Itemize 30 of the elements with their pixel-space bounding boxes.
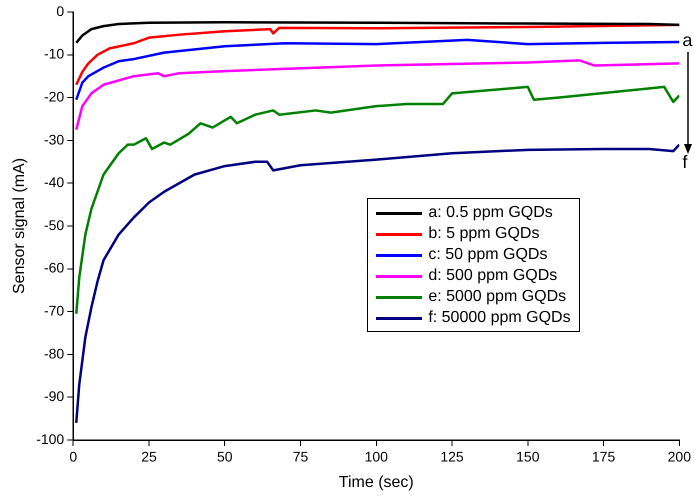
x-axis-title: Time (sec)	[338, 474, 414, 491]
legend-label: a: 0.5 ppm GQDs	[428, 204, 553, 222]
x-tick-label: 75	[292, 448, 309, 464]
y-tick-label: -20	[44, 88, 64, 104]
x-tick-label: 25	[141, 448, 157, 464]
y-axis-title: Sensor signal (mA)	[11, 158, 28, 294]
y-tick-label: -10	[44, 46, 64, 62]
y-tick-label: -70	[44, 302, 64, 318]
legend-label: c: 50 ppm GQDs	[428, 246, 548, 264]
x-tick-label: 150	[516, 448, 540, 464]
legend-label: b: 5 ppm GQDs	[428, 225, 540, 244]
text: f	[682, 152, 688, 173]
text: a	[682, 30, 692, 51]
legend-label: e: 5000 ppm GQDs	[428, 288, 566, 306]
y-tick-label: -100	[36, 430, 64, 447]
y-tick-label: -40	[44, 174, 64, 190]
y-tick-label: -60	[44, 260, 64, 276]
x-tick-label: 200	[668, 448, 692, 464]
x-tick-label: 175	[592, 448, 616, 464]
legend-label: f: 50000 ppm GQDs	[428, 309, 571, 328]
y-tick-label: -30	[44, 131, 64, 148]
legend-label: d: 500 ppm GQDs	[428, 267, 558, 286]
x-tick-label: 125	[440, 448, 464, 464]
x-tick-label: 50	[216, 448, 233, 464]
x-tick-label: 100	[364, 448, 388, 464]
y-tick-label: -90	[44, 388, 64, 404]
x-tick-label: 0	[69, 448, 78, 464]
y-tick-label: -50	[44, 216, 64, 233]
y-tick-label: 0	[56, 2, 64, 19]
y-tick-label: -80	[44, 345, 64, 362]
